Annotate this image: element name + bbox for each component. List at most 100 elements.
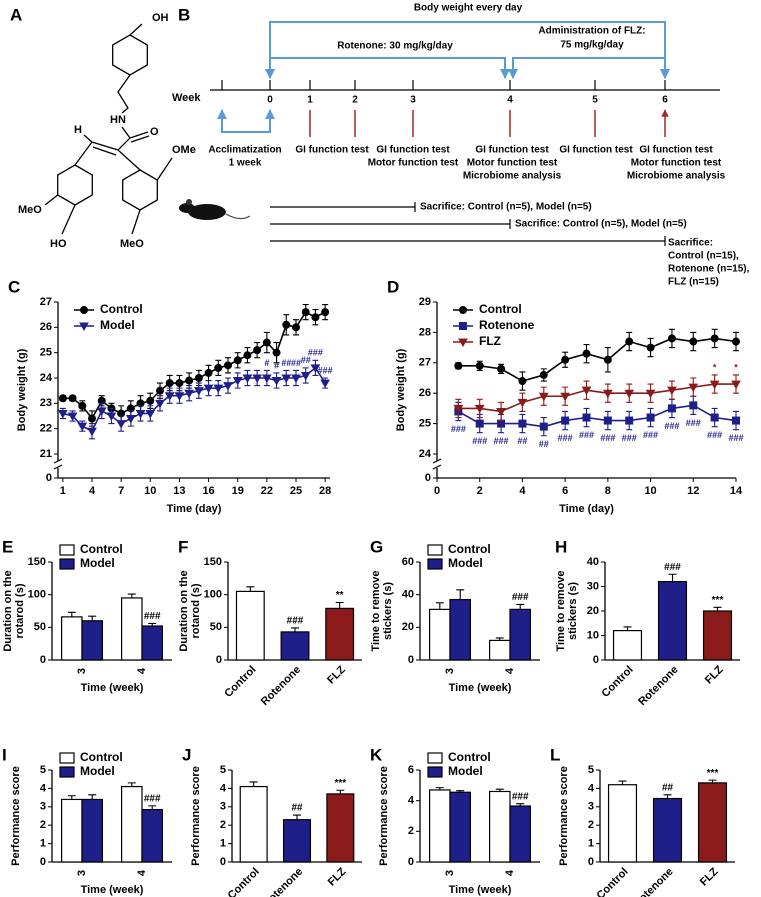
event-label: 1 week [229, 158, 262, 169]
y-tick-label: 30 [587, 580, 599, 592]
x-tick-label: 3 [76, 870, 88, 876]
y-tick-label: 27 [419, 357, 431, 369]
y-axis-label: Performance score [190, 766, 202, 866]
significance-label: ### [144, 611, 161, 622]
bar [607, 784, 638, 863]
marker [667, 404, 676, 413]
panel-b: B Body weight every day Rotenone: 30 mg/… [172, 3, 750, 288]
y-tick-label: 23 [40, 397, 52, 409]
significance-label: ### [664, 421, 679, 431]
bracket-label: Administration of FLZ: [538, 26, 645, 37]
error-bar [623, 626, 632, 631]
bar [612, 629, 643, 661]
marker [645, 389, 656, 399]
event-label: GI function test [376, 145, 450, 156]
bar [280, 631, 310, 661]
bracket [265, 57, 510, 79]
bar [489, 790, 511, 863]
marker [475, 419, 484, 428]
marker [475, 361, 484, 370]
bar [489, 639, 511, 661]
y-tick-label: 2 [408, 825, 414, 837]
acclimatization-bracket [217, 109, 275, 133]
sacrifice-label: FLZ (n=15) [668, 277, 719, 288]
y-tick-label: 0 [425, 472, 431, 484]
y-tick-label: 60 [402, 556, 414, 568]
marker [646, 343, 655, 352]
bracket-label: 75 mg/kg/day [560, 40, 624, 51]
bar [141, 625, 163, 661]
significance-label: ### [622, 433, 637, 443]
marker [709, 380, 720, 390]
marker [233, 356, 242, 365]
x-tick-label: FLZ [325, 664, 348, 687]
x-tick-label: 4 [136, 667, 148, 674]
marker [497, 364, 506, 373]
panel-letter: C [8, 277, 20, 296]
error-bar [127, 782, 136, 787]
x-tick-label: 16 [202, 485, 214, 497]
marker [560, 392, 571, 402]
y-tick-label: 150 [204, 556, 222, 568]
legend-marker [459, 306, 467, 314]
atom-label: MeO [120, 238, 144, 250]
significance-label: ### [144, 794, 161, 805]
x-tick-label: Rotenone [636, 664, 680, 708]
bar [657, 580, 688, 661]
y-tick-label: 2 [588, 819, 594, 831]
marker [242, 374, 253, 384]
bar [235, 590, 265, 661]
marker [243, 351, 252, 360]
series-line [62, 311, 326, 420]
y-tick-label: 1 [588, 838, 594, 850]
marker [223, 382, 233, 391]
marker [474, 404, 485, 414]
y-tick-label: 50 [34, 621, 46, 633]
error-bar [663, 794, 672, 799]
bar [120, 785, 143, 863]
x-axis-label: Time (week) [449, 682, 512, 694]
marker [146, 396, 155, 405]
marker [135, 409, 146, 419]
legend-swatch [427, 766, 443, 778]
significance-label: ### [318, 365, 333, 375]
legend-label: Rotenone [479, 318, 535, 332]
error-bar [249, 781, 258, 787]
event-label: Motor function test [368, 158, 459, 169]
atom-label: OMe [172, 144, 196, 156]
y-tick-label: 5 [588, 764, 594, 776]
week-label: 6 [662, 95, 668, 106]
x-tick-label: FLZ [326, 866, 349, 889]
significance-label: # [274, 360, 279, 370]
event-label: GI function test [639, 145, 713, 156]
y-tick-label: 2 [220, 819, 226, 831]
atom-label: HO [50, 238, 67, 250]
ring [122, 169, 158, 211]
y-tick-label: 25 [419, 418, 431, 430]
y-tick-label: 0 [40, 654, 46, 666]
x-axis-label: Time (week) [81, 884, 144, 896]
significance-label: ### [287, 616, 304, 627]
legend-label: Control [448, 750, 491, 764]
bar [141, 808, 163, 863]
y-axis-label: Body weight (g) [16, 348, 28, 431]
x-tick-label: 10 [644, 485, 656, 497]
marker [193, 387, 204, 396]
legend-swatch [59, 752, 75, 764]
marker [667, 386, 677, 396]
x-tick-label: FLZ [703, 664, 726, 687]
y-tick-label: 50 [210, 621, 222, 633]
marker [78, 401, 87, 410]
marker [214, 363, 223, 372]
marker [667, 334, 676, 343]
panel-letter: D [387, 277, 399, 296]
marker [213, 384, 224, 394]
bar [697, 782, 728, 863]
significance-label: ### [686, 418, 701, 428]
marker [203, 384, 214, 394]
error-bar [67, 795, 76, 800]
marker [310, 364, 321, 373]
marker [538, 392, 549, 402]
marker [87, 427, 97, 437]
